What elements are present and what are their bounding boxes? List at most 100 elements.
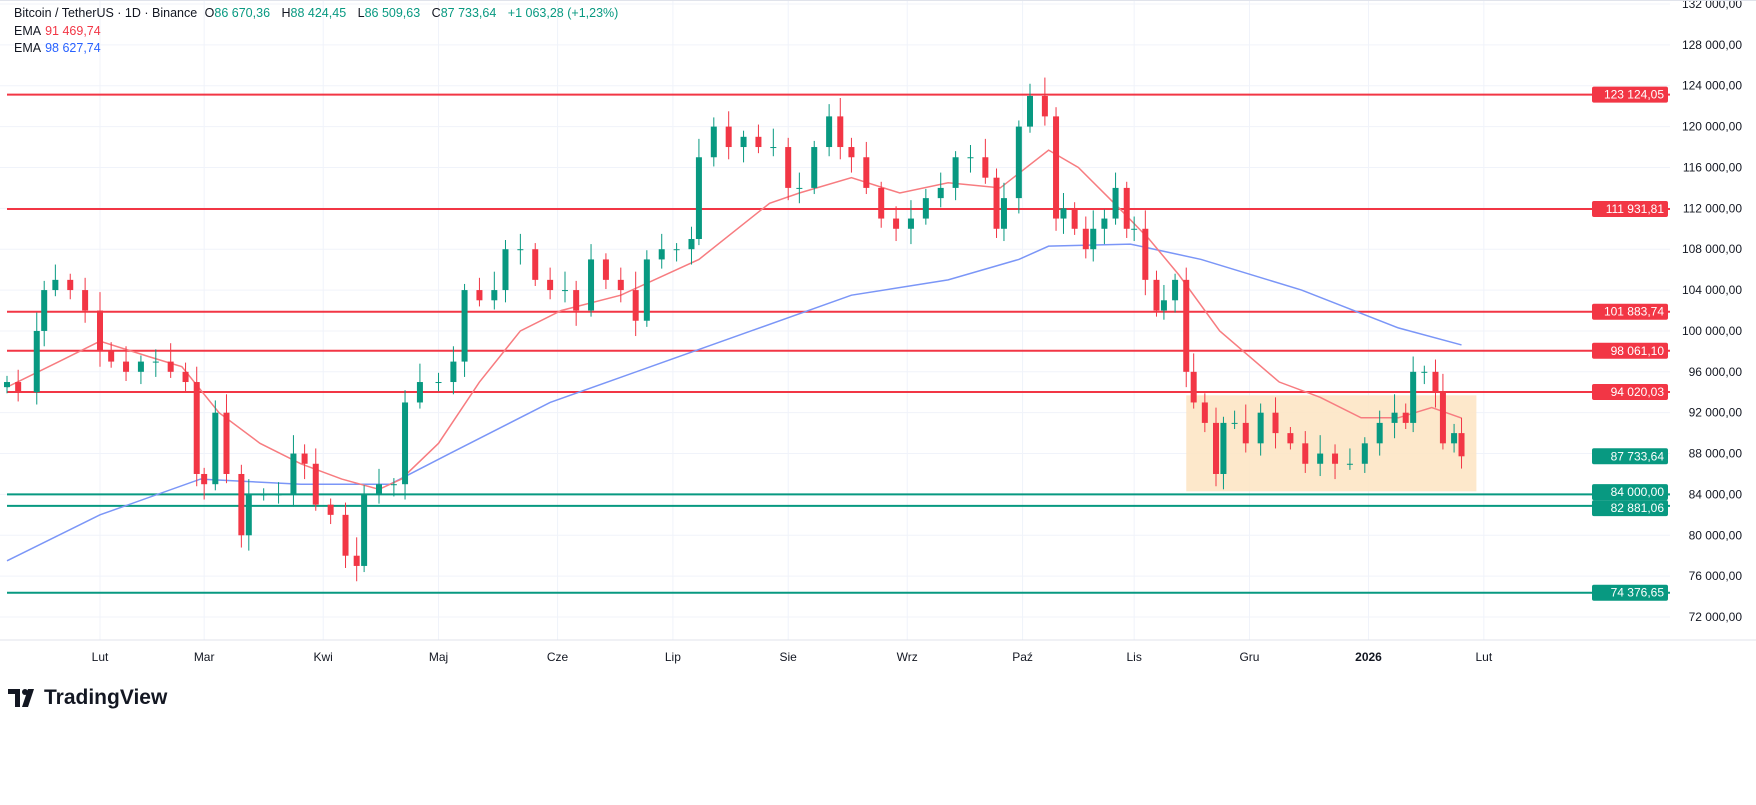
candle-body: [353, 555, 360, 566]
y-tick-label: 72 000,00: [1689, 610, 1743, 624]
candle: [658, 233, 665, 269]
candle-body: [632, 290, 639, 321]
level-price-label: 111 931,81: [1606, 202, 1665, 216]
candle-body: [212, 412, 219, 485]
candle-body: [108, 351, 115, 362]
candle-body: [1082, 228, 1089, 250]
x-tick-label: Sie: [780, 650, 798, 664]
candle-body: [573, 290, 580, 311]
candle-body: [1346, 463, 1353, 465]
price-chart[interactable]: 132 000,00 128 000,00 124 000,00 120 000,00…: [0, 0, 1756, 680]
candle: [1071, 202, 1078, 235]
candle: [602, 253, 609, 290]
candle-body: [33, 330, 40, 393]
candle-body: [710, 126, 717, 158]
candle: [517, 233, 524, 265]
candle: [502, 240, 509, 303]
candle-body: [562, 290, 568, 292]
candle: [1451, 423, 1458, 453]
candle-body: [770, 147, 777, 149]
candle-body: [1041, 95, 1048, 117]
candle: [1287, 426, 1294, 450]
candle-body: [52, 279, 59, 291]
candle-body: [97, 310, 103, 352]
candle-body: [588, 259, 595, 311]
candle-body: [1332, 453, 1339, 464]
y-tick-label: 92 000,00: [1689, 406, 1743, 420]
candle-body: [167, 361, 174, 372]
candle-body: [1257, 412, 1264, 444]
y-tick-label: 124 000,00: [1682, 79, 1742, 93]
candle-body: [1112, 187, 1119, 219]
candle: [1172, 273, 1179, 313]
candle-body: [238, 473, 245, 536]
candle-body: [1153, 279, 1160, 311]
x-tick-label: Paź: [1012, 650, 1033, 664]
candle: [193, 366, 200, 487]
level-price-label-box: [1592, 584, 1668, 601]
level-price-label-box: [1592, 303, 1668, 320]
candle-body: [402, 402, 409, 485]
candle: [893, 206, 900, 242]
candle-body: [82, 290, 89, 311]
candle-body: [1101, 218, 1108, 229]
candle-body: [602, 259, 609, 280]
candle: [1160, 284, 1167, 320]
candle-body: [982, 157, 989, 178]
candle-body: [796, 187, 803, 189]
candle: [770, 128, 777, 157]
candle: [588, 244, 595, 317]
candle: [82, 277, 89, 323]
candle: [97, 292, 103, 367]
x-tick-label: Lip: [665, 650, 681, 664]
candle: [1060, 193, 1067, 234]
candle: [450, 346, 457, 395]
y-tick-label: 80 000,00: [1689, 528, 1743, 542]
candle: [67, 273, 74, 300]
candle-body: [301, 453, 308, 464]
candle: [1153, 270, 1160, 317]
candle-body: [201, 473, 208, 485]
candle: [1231, 410, 1238, 430]
candle: [1123, 181, 1130, 238]
candle-body: [785, 147, 792, 188]
ema-fast-value: 91 469,74: [45, 24, 101, 38]
tradingview-logo[interactable]: TradingView: [8, 686, 167, 710]
candle: [1432, 359, 1439, 408]
ema-label: EMA: [14, 24, 42, 38]
level-price-label: 101 883,74: [1604, 305, 1664, 319]
close-label: C: [431, 6, 441, 20]
candle: [260, 488, 267, 501]
ema-slow-legend[interactable]: EMA 98 627,74: [14, 41, 105, 55]
level-price-label: 84 000,00: [1611, 485, 1665, 499]
candle: [245, 479, 252, 551]
candle-body: [863, 157, 870, 188]
candle-body: [476, 290, 483, 301]
candle: [15, 369, 22, 402]
candle: [1183, 267, 1190, 388]
brand-name: TradingView: [44, 686, 168, 709]
candle-body: [1302, 443, 1309, 464]
candle: [907, 200, 914, 245]
candle: [632, 271, 639, 337]
candle: [1317, 435, 1324, 477]
candle: [937, 172, 944, 208]
ema-fast-legend[interactable]: EMA 91 469,74: [14, 24, 105, 38]
y-tick-label: 104 000,00: [1682, 283, 1742, 297]
candle: [1302, 431, 1309, 473]
candle-body: [223, 412, 230, 474]
y-tick-label: 108 000,00: [1682, 242, 1742, 256]
candle: [1090, 210, 1097, 262]
candle-body: [1242, 422, 1249, 444]
y-tick-label: 100 000,00: [1682, 324, 1742, 338]
ema-slow-line: [6, 243, 1462, 562]
y-tick-label: 112 000,00: [1683, 201, 1742, 215]
level-price-label-box: [1592, 201, 1668, 218]
candle-body: [848, 147, 855, 158]
candle-body: [491, 290, 498, 301]
candle: [390, 478, 397, 497]
candle-body: [312, 463, 319, 505]
candle-body: [435, 382, 442, 384]
ema-slow-value: 98 627,74: [45, 41, 101, 55]
candle-body: [695, 157, 702, 239]
